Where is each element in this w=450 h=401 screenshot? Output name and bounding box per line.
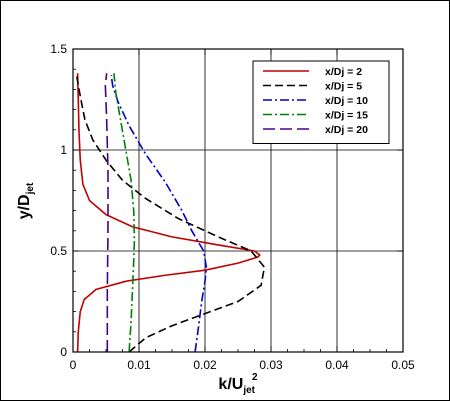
y-tick-label: 1	[60, 143, 67, 157]
y-tick-label: 0.5	[50, 244, 67, 258]
legend-label: x/Dj = 5	[325, 81, 362, 93]
x-axis-label-main: k/U	[218, 376, 243, 393]
tick-labels: 0 0.01 0.02 0.03 0.04 0.05 0 0.5 1 1.5	[50, 42, 415, 372]
series-line-x-dj-20	[104, 73, 109, 352]
series-line-x-dj-2	[76, 73, 261, 352]
x-axis-label-sup: 2	[252, 372, 258, 383]
legend-label: x/Dj = 2	[325, 66, 362, 78]
series-group	[75, 73, 266, 352]
y-axis-label-sub: jet	[25, 182, 36, 195]
series-line-x-dj-10	[110, 75, 208, 352]
x-tick-label: 0	[70, 358, 77, 372]
legend-label: x/Dj = 10	[325, 95, 368, 107]
tick-marks	[72, 48, 404, 353]
series-line-x-dj-5	[75, 73, 266, 352]
x-tick-label: 0.05	[391, 358, 415, 372]
y-axis-label: y/Djet	[16, 182, 36, 219]
legend-label: x/Dj = 20	[325, 124, 368, 136]
legend-box	[252, 60, 390, 144]
x-axis-label-sub: jet	[242, 385, 255, 396]
x-tick-label: 0.02	[193, 358, 217, 372]
x-tick-label: 0.03	[259, 358, 283, 372]
y-tick-label: 1.5	[50, 42, 67, 56]
legend: x/Dj = 2 x/Dj = 5 x/Dj = 10 x/Dj = 15 x/Dj =…	[252, 60, 390, 144]
x-tick-label: 0.01	[127, 358, 151, 372]
x-tick-label: 0.04	[325, 358, 349, 372]
legend-label: x/Dj = 15	[325, 110, 368, 122]
y-axis-label-main: y/D	[16, 194, 33, 219]
y-tick-label: 0	[60, 345, 67, 359]
x-axis-label: k/Ujet 2	[218, 372, 258, 396]
series-line-x-dj-15	[113, 73, 136, 352]
